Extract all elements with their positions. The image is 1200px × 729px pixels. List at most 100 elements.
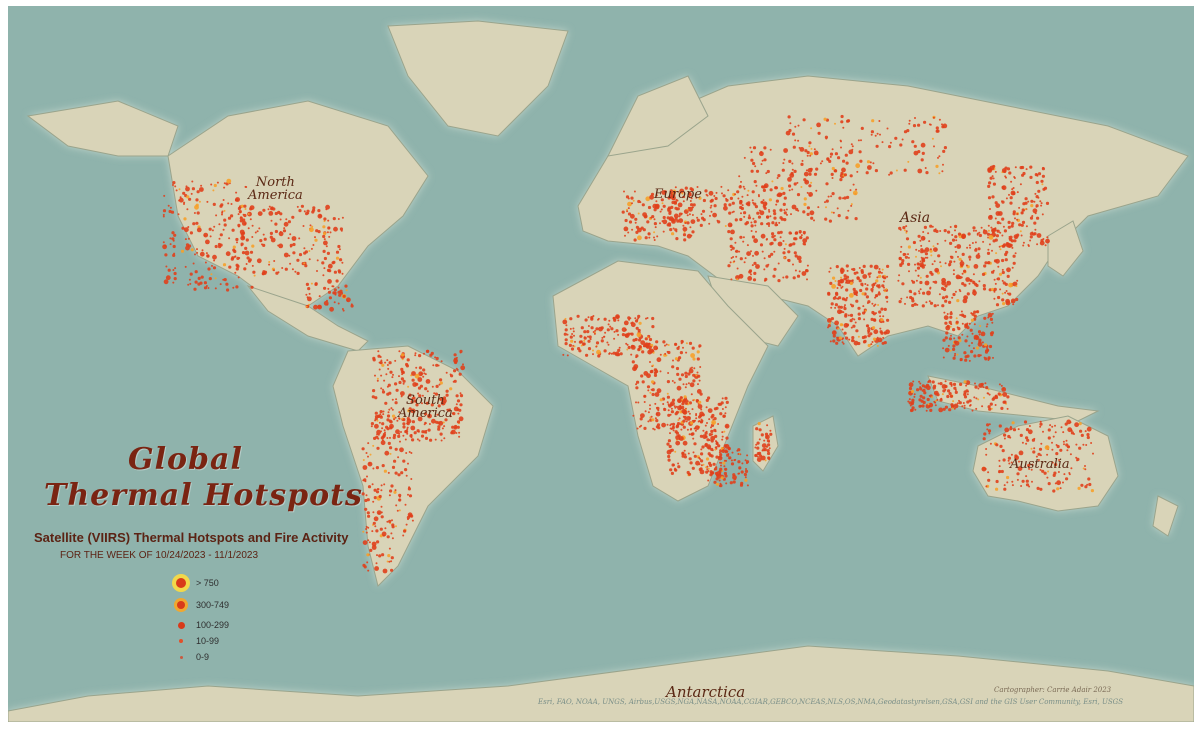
hotspot-point: [852, 267, 856, 272]
hotspot-point: [328, 269, 332, 273]
hotspot-point: [685, 342, 688, 345]
hotspot-point: [721, 435, 724, 438]
hotspot-point: [711, 433, 714, 436]
hotspot-point: [937, 304, 939, 307]
hotspot-point: [323, 256, 327, 261]
hotspot-point: [850, 143, 853, 146]
hotspot-point: [569, 317, 573, 321]
hotspot-point: [972, 229, 975, 232]
hotspot-point: [182, 191, 186, 195]
hotspot-point: [666, 423, 669, 426]
hotspot-point: [936, 129, 940, 133]
hotspot-point: [701, 413, 705, 417]
hotspot-point: [1007, 220, 1011, 224]
hotspot-point: [750, 273, 752, 276]
hotspot-point: [212, 266, 217, 270]
hotspot-point: [417, 377, 423, 382]
hotspot-point: [402, 459, 406, 463]
hotspot-point: [439, 378, 443, 382]
hotspot-point: [723, 205, 728, 211]
hotspot-point: [859, 159, 863, 163]
hotspot-point: [840, 146, 842, 149]
hotspot-point: [369, 548, 373, 553]
hotspot-point: [937, 156, 939, 159]
hotspot-point: [749, 146, 752, 149]
hotspot-point: [693, 419, 696, 422]
map-frame[interactable]: Global Thermal Hotspots Satellite (VIIRS…: [8, 6, 1194, 722]
hotspot-point: [837, 214, 841, 218]
hotspot-point: [704, 189, 708, 193]
world-map[interactable]: [8, 6, 1194, 722]
hotspot-point: [1005, 290, 1008, 292]
hotspot-point: [195, 198, 199, 202]
hotspot-point: [906, 296, 909, 299]
hotspot-point: [305, 293, 308, 296]
hotspot-point: [988, 235, 994, 240]
hotspot-point: [1035, 205, 1038, 208]
hotspot-point: [634, 217, 638, 221]
hotspot-point: [289, 243, 293, 247]
hotspot-point: [1020, 234, 1023, 237]
hotspot-point: [672, 429, 675, 432]
hotspot-point: [1011, 188, 1014, 191]
hotspot-point: [637, 314, 641, 318]
hotspot-point: [411, 371, 416, 376]
hotspot-point: [699, 392, 703, 396]
hotspot-point: [647, 349, 653, 355]
hotspot-point: [383, 429, 386, 432]
hotspot-point: [839, 305, 844, 309]
hotspot-point: [712, 462, 716, 466]
hotspot-point: [223, 182, 226, 185]
hotspot-point: [1002, 302, 1006, 306]
hotspot-point: [258, 227, 261, 230]
hotspot-point: [308, 258, 311, 261]
hotspot-point: [777, 262, 780, 265]
hotspot-point: [1003, 400, 1007, 404]
hotspot-point: [337, 286, 340, 289]
hotspot-point: [750, 224, 754, 228]
hotspot-point: [888, 173, 891, 176]
hotspot-point: [187, 226, 190, 228]
hotspot-point: [870, 133, 873, 136]
hotspot-point: [221, 213, 223, 216]
hotspot-point: [576, 314, 580, 318]
hotspot-point: [933, 145, 935, 148]
hotspot-point: [968, 322, 971, 325]
hotspot-point: [1001, 258, 1005, 263]
hotspot-point: [318, 295, 321, 298]
hotspot-point: [344, 284, 348, 288]
hotspot-point: [393, 433, 397, 437]
hotspot-point: [417, 416, 423, 422]
hotspot-point: [734, 218, 738, 222]
hotspot-point: [164, 244, 167, 247]
hotspot-point: [368, 462, 371, 465]
hotspot-point: [864, 309, 867, 312]
hotspot-point: [685, 383, 688, 386]
hotspot-point: [792, 242, 796, 246]
hotspot-point: [947, 230, 951, 234]
hotspot-point: [877, 337, 883, 343]
hotspot-point: [871, 341, 874, 343]
hotspot-point: [706, 438, 710, 442]
hotspot-point: [942, 338, 946, 342]
hotspot-point: [423, 423, 426, 426]
hotspot-point: [627, 207, 630, 210]
hotspot-point: [667, 458, 671, 462]
hotspot-point: [386, 414, 391, 418]
australia-land: [972, 415, 1119, 512]
hotspot-point: [283, 221, 289, 227]
hotspot-point: [366, 561, 369, 564]
hotspot-point: [240, 204, 244, 208]
hotspot-point: [298, 209, 302, 213]
hotspot-point: [776, 177, 779, 179]
hotspot-point: [1054, 431, 1057, 434]
hotspot-point: [760, 433, 764, 437]
hotspot-point: [928, 240, 931, 243]
hotspot-point: [988, 181, 992, 185]
hotspot-point: [952, 400, 955, 403]
legend-symbol-10-99: [168, 639, 194, 643]
hotspot-point: [1078, 446, 1082, 450]
hotspot-point: [912, 124, 917, 128]
hotspot-point: [751, 264, 754, 267]
hotspot-point: [441, 427, 444, 430]
